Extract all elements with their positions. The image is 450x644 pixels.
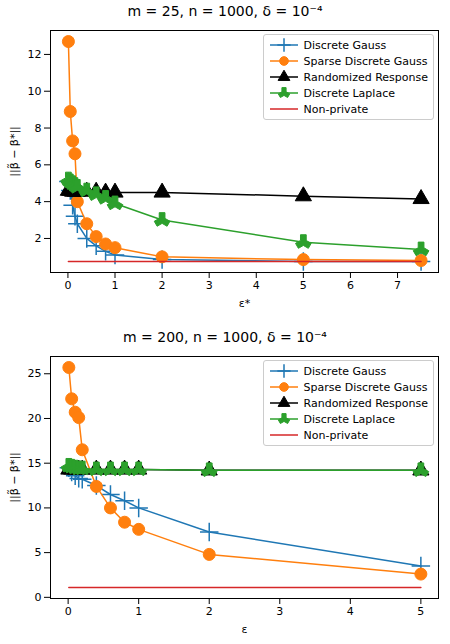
svg-text:8: 8	[35, 122, 42, 135]
svg-text:2: 2	[206, 605, 213, 618]
html-text:Sparse Discrete Gauss: Sparse Discrete Gauss	[303, 380, 428, 394]
html-text:Discrete Laplace: Discrete Laplace	[303, 412, 395, 426]
svg-text:20: 20	[28, 412, 42, 425]
html-text:m = 25, n = 1000, δ = 10⁻⁴: m = 25, n = 1000, δ = 10⁻⁴	[127, 3, 323, 19]
svg-text:||β̃ − β*||: ||β̃ − β*||	[7, 452, 21, 503]
svg-text:1: 1	[112, 279, 119, 292]
svg-text:5: 5	[417, 605, 424, 618]
svg-text:2: 2	[159, 279, 166, 292]
svg-text:0: 0	[35, 591, 42, 604]
svg-text:7: 7	[394, 279, 401, 292]
svg-text:4: 4	[35, 195, 42, 208]
svg-text:10: 10	[28, 85, 42, 98]
svg-text:ε*: ε*	[239, 297, 251, 310]
svg-text:10: 10	[28, 501, 42, 514]
svg-text:0: 0	[64, 279, 71, 292]
svg-text:4: 4	[253, 279, 260, 292]
html-text:Non-private: Non-private	[303, 102, 369, 116]
svg-text:4: 4	[347, 605, 354, 618]
html-text:m = 200, n = 1000, δ = 10⁻⁴: m = 200, n = 1000, δ = 10⁻⁴	[123, 329, 327, 345]
svg-text:3: 3	[276, 605, 283, 618]
svg-text:25: 25	[28, 367, 42, 380]
html-text:Randomized Response: Randomized Response	[303, 396, 428, 410]
svg-text:5: 5	[300, 279, 307, 292]
svg-text:||β̃ − β*||: ||β̃ − β*||	[7, 126, 21, 177]
html-text:Discrete Gauss: Discrete Gauss	[303, 364, 387, 378]
html-text:Randomized Response: Randomized Response	[303, 70, 428, 84]
svg-text:6: 6	[347, 279, 354, 292]
svg-text:15: 15	[28, 457, 42, 470]
svg-text:1: 1	[135, 605, 142, 618]
svg-text:0: 0	[65, 605, 72, 618]
svg-text:5: 5	[35, 546, 42, 559]
html-text:Discrete Laplace: Discrete Laplace	[303, 86, 395, 100]
html-text:Discrete Gauss: Discrete Gauss	[303, 38, 387, 52]
svg-text:3: 3	[206, 279, 213, 292]
svg-text:6: 6	[35, 158, 42, 171]
html-text:Non-private: Non-private	[303, 428, 369, 442]
svg-text:2: 2	[35, 232, 42, 245]
html-text:Sparse Discrete Gauss: Sparse Discrete Gauss	[303, 54, 428, 68]
svg-text:12: 12	[28, 48, 42, 61]
svg-text:ε: ε	[242, 623, 248, 636]
